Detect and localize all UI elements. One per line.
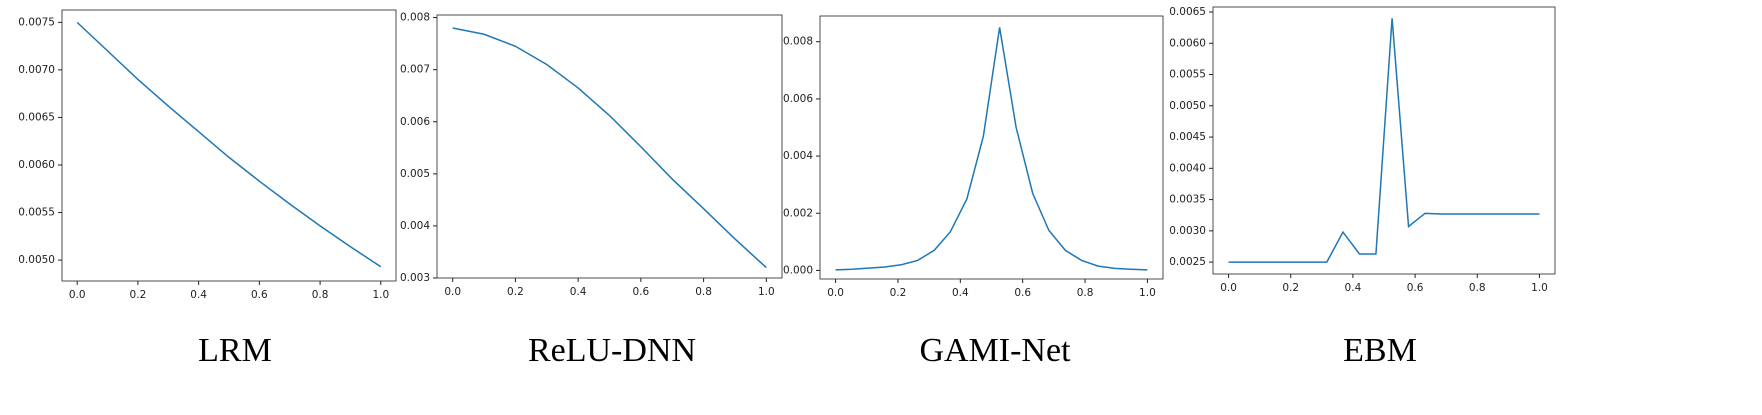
caption: GAMI-Net xyxy=(919,332,1071,369)
x-tick-label: 0.8 xyxy=(695,286,712,298)
y-tick-label: 0.008 xyxy=(783,36,813,48)
x-tick-label: 0.4 xyxy=(1345,282,1362,294)
axes-frame xyxy=(436,14,783,279)
y-tick-label: 0.005 xyxy=(400,168,430,180)
y-tick-label: 0.0055 xyxy=(18,207,55,219)
y-tick-label: 0.0065 xyxy=(1169,6,1206,18)
x-tick-label: 0.6 xyxy=(1014,287,1031,299)
x-tick-label: 0.2 xyxy=(890,287,907,299)
x-tick-label: 0.8 xyxy=(1077,287,1094,299)
y-tick-label: 0.008 xyxy=(400,12,430,24)
line xyxy=(76,21,382,268)
x-tick-label: 1.0 xyxy=(1139,287,1156,299)
x-tick-label: 0.0 xyxy=(69,289,86,301)
x-tick-label: 0.8 xyxy=(312,289,329,301)
y-tick-label: 0.004 xyxy=(400,220,430,232)
y-tick-label: 0.0045 xyxy=(1169,131,1206,143)
x-tick-label: 0.2 xyxy=(507,286,524,298)
x-tick-label: 0.4 xyxy=(570,286,587,298)
caption: ReLU-DNN xyxy=(528,332,696,369)
line xyxy=(452,27,767,269)
y-tick-label: 0.002 xyxy=(783,207,813,219)
y-tick-label: 0.006 xyxy=(400,116,430,128)
axes-frame xyxy=(61,9,397,282)
y-tick-label: 0.006 xyxy=(783,93,813,105)
y-tick-label: 0.0055 xyxy=(1169,69,1206,81)
x-tick-label: 0.4 xyxy=(190,289,207,301)
y-tick-label: 0.0035 xyxy=(1169,194,1206,206)
y-tick-label: 0.0025 xyxy=(1169,256,1206,268)
line xyxy=(1228,18,1540,263)
y-tick-label: 0.0075 xyxy=(18,16,55,28)
y-tick-label: 0.004 xyxy=(783,150,813,162)
y-tick-label: 0.000 xyxy=(783,264,813,276)
x-tick-label: 0.2 xyxy=(1282,282,1299,294)
y-tick-label: 0.0040 xyxy=(1169,162,1206,174)
y-tick-label: 0.0050 xyxy=(18,254,55,266)
x-tick-label: 0.0 xyxy=(827,287,844,299)
x-tick-label: 1.0 xyxy=(758,286,775,298)
x-tick-label: 0.6 xyxy=(251,289,268,301)
y-tick-label: 0.0065 xyxy=(18,111,55,123)
x-tick-label: 0.0 xyxy=(1220,282,1237,294)
y-tick-label: 0.007 xyxy=(400,64,430,76)
caption: LRM xyxy=(198,332,272,369)
y-tick-label: 0.0030 xyxy=(1169,225,1206,237)
x-tick-label: 0.2 xyxy=(130,289,147,301)
x-tick-label: 0.6 xyxy=(633,286,650,298)
x-tick-label: 0.4 xyxy=(952,287,969,299)
x-tick-label: 1.0 xyxy=(372,289,389,301)
line xyxy=(835,27,1148,271)
axes-frame xyxy=(1212,6,1556,275)
y-tick-label: 0.0070 xyxy=(18,64,55,76)
y-tick-label: 0.0050 xyxy=(1169,100,1206,112)
y-tick-label: 0.0060 xyxy=(18,159,55,171)
x-tick-label: 0.0 xyxy=(444,286,461,298)
x-tick-label: 0.6 xyxy=(1407,282,1424,294)
y-tick-label: 0.0060 xyxy=(1169,37,1206,49)
x-tick-label: 0.8 xyxy=(1469,282,1486,294)
y-tick-label: 0.003 xyxy=(400,272,430,284)
axes-frame xyxy=(819,15,1164,280)
x-tick-label: 1.0 xyxy=(1531,282,1548,294)
caption: EBM xyxy=(1343,332,1417,369)
